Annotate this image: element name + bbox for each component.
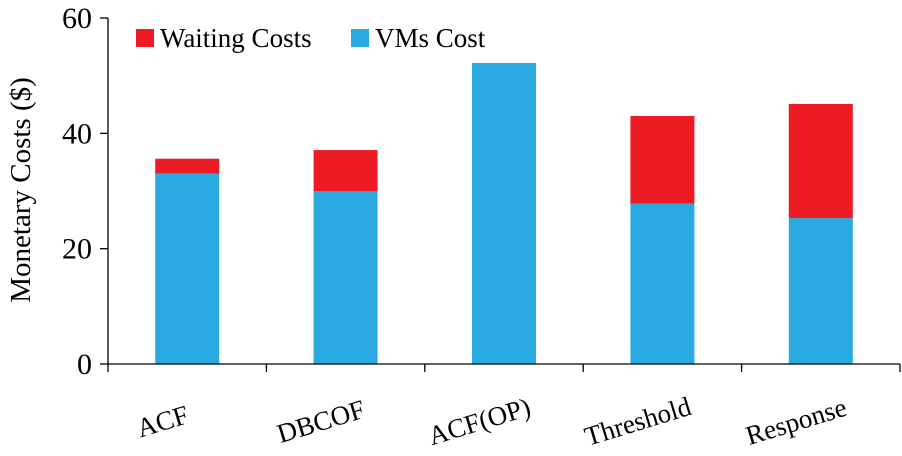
bar-waiting-costs-response	[788, 103, 853, 219]
bar-vms-cost-dbcof	[313, 191, 378, 364]
plot-area	[155, 62, 853, 364]
y-tick-label: 0	[77, 348, 92, 381]
y-tick-label: 40	[62, 117, 92, 150]
y-tick-label: 20	[62, 233, 92, 266]
x-tick-label: DBCOF	[274, 394, 369, 449]
bar-vms-cost-threshold	[630, 203, 695, 364]
legend: Waiting Costs VMs Cost	[136, 23, 486, 53]
legend-label-vms-cost: VMs Cost	[375, 23, 486, 53]
x-tick-label: Threshold	[581, 391, 695, 452]
bar-vms-cost-acf	[155, 173, 220, 364]
legend-swatch-waiting-costs	[136, 29, 154, 47]
x-tick-label: Response	[742, 392, 850, 451]
y-tick-label: 60	[62, 2, 92, 35]
x-tick-label: ACF(OP)	[425, 392, 534, 451]
legend-label-waiting-costs: Waiting Costs	[160, 23, 312, 53]
y-axis-label: Monetary Costs ($)	[5, 77, 37, 303]
bar-waiting-costs-threshold	[630, 116, 695, 204]
bar-waiting-costs-acf	[155, 158, 220, 174]
legend-swatch-vms-cost	[351, 29, 369, 47]
bar-waiting-costs-dbcof	[313, 150, 378, 191]
bar-vms-cost-response	[788, 218, 853, 364]
x-tick-label: ACF	[133, 399, 192, 443]
bar-vms-cost-acf-op-	[472, 62, 536, 364]
